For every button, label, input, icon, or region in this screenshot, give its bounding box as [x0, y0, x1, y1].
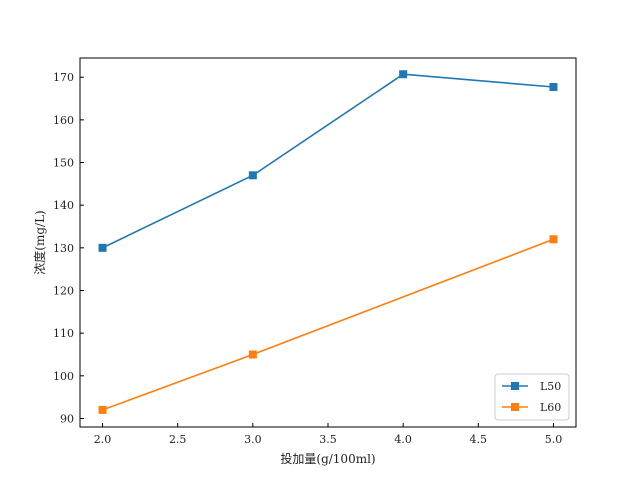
data-point-l50: [98, 243, 107, 252]
data-point-l50: [549, 83, 558, 92]
x-tick-label: 2.0: [94, 433, 112, 446]
x-tick-label: 2.5: [169, 433, 187, 446]
series-layer: [98, 70, 558, 414]
data-point-l60: [549, 235, 558, 244]
legend: L50 L60: [494, 373, 570, 421]
y-tick-label: 120: [53, 284, 74, 297]
data-point-l50: [399, 70, 408, 79]
y-tick-label: 170: [53, 71, 74, 84]
legend-label-l60: L60: [540, 401, 561, 414]
data-point-l60: [98, 405, 107, 414]
data-point-l60: [248, 350, 257, 359]
plot-area: [79, 57, 577, 428]
series-line-l50: [102, 73, 554, 249]
x-axis-ticks: 2.0 2.5 3.0 3.5 4.0 4.5 5.0: [94, 423, 562, 446]
x-tick-label: 4.5: [470, 433, 488, 446]
y-axis-ticks: 90 100 110 120 130 140 150 160 170: [53, 71, 84, 425]
x-axis-label: 投加量(g/100ml): [280, 451, 375, 466]
y-tick-label: 140: [53, 199, 74, 212]
y-tick-label: 110: [53, 327, 74, 340]
x-tick-label: 3.0: [244, 433, 262, 446]
y-tick-label: 90: [60, 412, 74, 425]
legend-label-l50: L50: [540, 380, 561, 393]
legend-marker-l60: [511, 403, 519, 411]
x-tick-label: 5.0: [545, 433, 563, 446]
y-tick-label: 160: [53, 114, 74, 127]
legend-marker-l50: [511, 382, 519, 390]
x-tick-label: 4.0: [394, 433, 412, 446]
y-axis-label: 浓度(mg/L): [32, 210, 47, 274]
y-tick-label: 130: [53, 242, 74, 255]
y-tick-label: 100: [53, 370, 74, 383]
data-point-l50: [248, 171, 257, 180]
y-tick-label: 150: [53, 157, 74, 170]
x-tick-label: 3.5: [319, 433, 337, 446]
